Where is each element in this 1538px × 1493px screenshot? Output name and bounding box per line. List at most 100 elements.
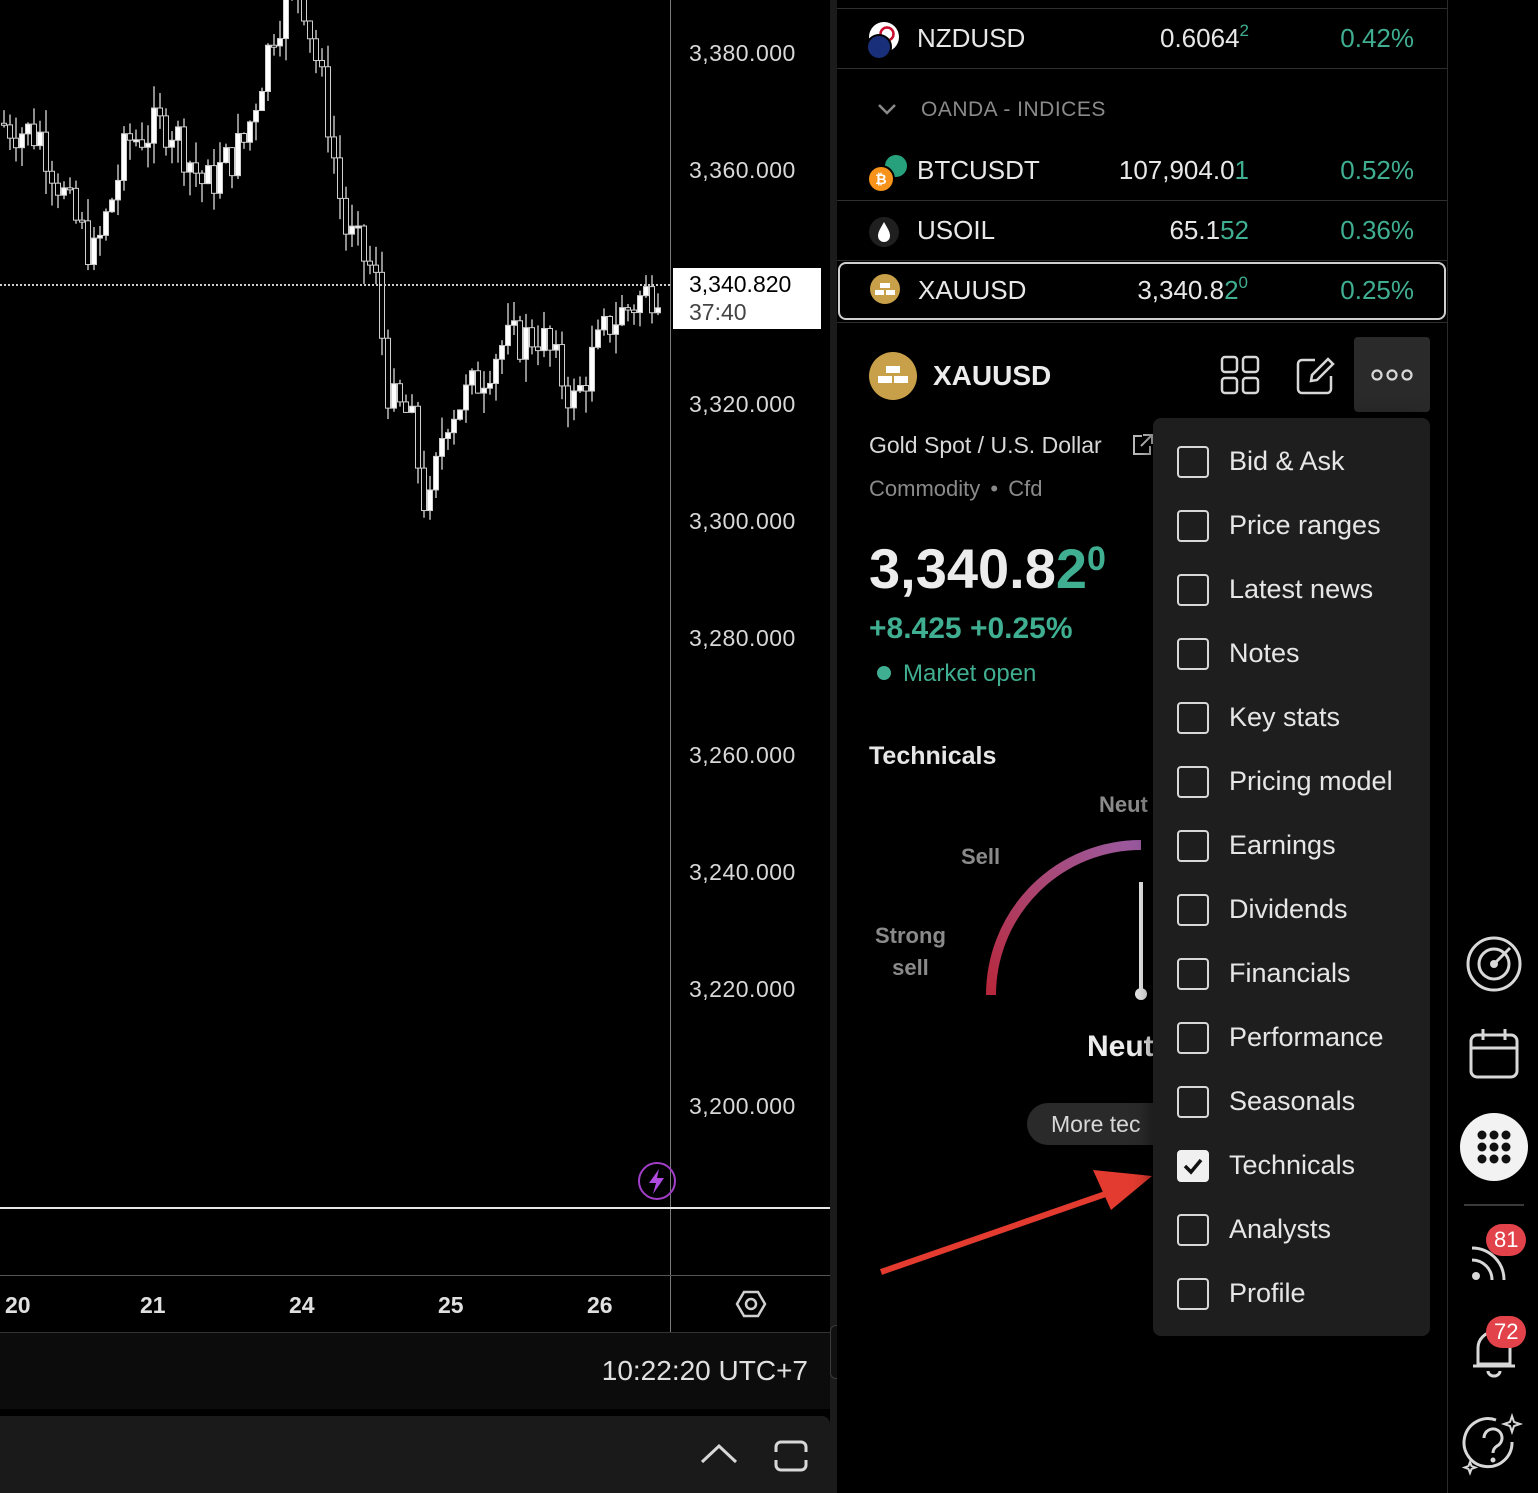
price-axis[interactable]: 3,380.000 3,360.000 3,320.000 3,300.000 … [670,0,831,1275]
help-icon[interactable] [1461,1412,1526,1476]
symbol-name: BTCUSDT [917,155,1040,185]
checkbox[interactable] [1177,958,1209,990]
checkbox[interactable] [1177,1214,1209,1246]
news-feed-badge: 81 [1486,1224,1527,1256]
edit-note-icon[interactable] [1293,352,1339,398]
more-options-button[interactable] [1354,337,1430,412]
checkbox[interactable] [1177,446,1209,478]
candle-body [31,123,37,147]
details-symbol[interactable]: XAUUSD [933,360,1052,391]
watchlist-row-xauusd[interactable]: XAUUSD 3,340.820 0.25% [838,262,1446,320]
time-axis[interactable]: 20 21 24 25 26 [0,1275,830,1332]
menu-item-profile[interactable]: Profile [1153,1262,1430,1326]
checkbox[interactable] [1177,510,1209,542]
menu-item-pricing-model[interactable]: Pricing model [1153,750,1430,814]
menu-item-seasonals[interactable]: Seasonals [1153,1070,1430,1134]
checkbox[interactable] [1177,638,1209,670]
checkbox[interactable] [1177,1278,1209,1310]
candle-body [1,122,7,126]
news-feed-icon[interactable] [1466,1230,1522,1286]
candle-body [151,107,157,144]
candle-body [91,237,97,266]
candle-body [199,172,205,185]
candle-body [607,315,613,335]
axis-settings-icon[interactable] [670,1276,831,1332]
menu-item-performance[interactable]: Performance [1153,1006,1430,1070]
menu-item-technicals[interactable]: Technicals [1153,1134,1430,1198]
status-dot [877,665,891,680]
checkmark-icon [1183,1158,1203,1175]
candle-body [217,162,223,194]
candle-body [637,295,643,314]
hotlists-target-icon[interactable] [1464,934,1524,994]
more-dots-icon [1371,369,1413,381]
checkbox[interactable] [1177,766,1209,798]
checkbox[interactable] [1177,1022,1209,1054]
watchlist-row-nzdusd[interactable]: NZDUSD 0.60642 0.42% [837,10,1447,69]
watchlist-row-usoil[interactable]: USOIL 65.152 0.36% [837,202,1447,261]
clock-timezone[interactable]: 10:22:20 UTC+7 [601,1355,808,1386]
layout-grid-icon[interactable] [1217,352,1263,398]
lightning-icon[interactable] [638,1162,676,1200]
candle-body [259,90,265,112]
candle-body [631,309,637,314]
checkbox[interactable] [1177,830,1209,862]
candle-body [595,329,601,348]
pane-separator[interactable] [0,1207,830,1209]
candle-body [373,264,379,273]
menu-item-notes[interactable]: Notes [1153,622,1430,686]
maximize-panel-icon[interactable] [772,1438,810,1474]
checkbox[interactable] [1177,574,1209,606]
chevron-up-icon[interactable] [698,1436,740,1472]
candle-body [145,142,151,148]
menu-item-label: Key stats [1229,702,1341,732]
candlestick-chart[interactable] [0,0,670,1208]
symbol-description[interactable]: Gold Spot / U.S. Dollar [869,432,1102,458]
checkbox[interactable] [1177,702,1209,734]
candle-body [127,133,133,141]
menu-item-bid-ask[interactable]: Bid & Ask [1153,430,1430,494]
section-header-oanda-indices[interactable]: OANDA - INDICES [837,90,1447,130]
menu-item-key-stats[interactable]: Key stats [1153,686,1430,750]
menu-item-label: Analysts [1229,1214,1332,1244]
checkbox-checked[interactable] [1177,1150,1209,1182]
menu-item-price-ranges[interactable]: Price ranges [1153,494,1430,558]
candle-body [469,370,475,386]
candle-body [529,327,535,348]
candle-body [187,162,193,173]
candle-body [613,324,619,335]
checkbox[interactable] [1177,1086,1209,1118]
menu-item-latest-news[interactable]: Latest news [1153,558,1430,622]
menu-item-analysts[interactable]: Analysts [1153,1198,1430,1262]
change-percent: 0.52% [1340,155,1414,185]
y-tick: 3,300.000 [689,508,796,534]
status-bar: 10:22:20 UTC+7 [0,1332,830,1409]
candle-body [427,489,433,512]
nzd-usd-flag-icon [866,22,899,60]
menu-item-label: Bid & Ask [1229,446,1345,476]
bitcoin-tether-icon: ₿ [867,153,909,193]
menu-item-dividends[interactable]: Dividends [1153,878,1430,942]
more-technicals-button[interactable]: More tec [1027,1103,1177,1145]
menu-item-financials[interactable]: Financials [1153,942,1430,1006]
bottom-toolbar [0,1416,830,1493]
candle-body [337,157,343,199]
candle-body [193,162,199,174]
alerts-badge: 72 [1486,1316,1527,1348]
candle-body [157,107,163,117]
right-toolbar: 81 72 [1447,0,1538,1493]
candle-body [511,320,517,326]
checkbox[interactable] [1177,894,1209,926]
candle-body [415,405,421,469]
watchlist-row-btcusdt[interactable]: ₿ BTCUSDT 107,904.01 0.52% [837,142,1447,201]
external-link-icon[interactable] [1129,432,1155,458]
menu-item-earnings[interactable]: Earnings [1153,814,1430,878]
candle-body [463,384,469,411]
apps-grid-button[interactable] [1460,1113,1528,1181]
gold-bars-icon [869,352,917,400]
candle-body [61,187,67,196]
panel-divider[interactable] [830,0,837,1493]
candle-body [223,147,229,164]
technicals-title[interactable]: Technicals [869,742,997,770]
calendar-icon[interactable] [1466,1026,1522,1082]
